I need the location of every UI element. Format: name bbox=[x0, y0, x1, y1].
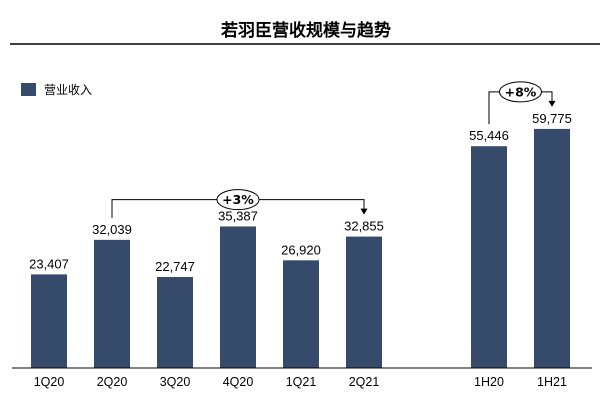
value-label-2Q20: 32,039 bbox=[92, 222, 132, 237]
growth-label-2: +8% bbox=[505, 84, 537, 99]
growth-annotations: +3% +8% bbox=[111, 81, 556, 218]
bar-3Q20 bbox=[157, 277, 193, 368]
growth-arrow-1 bbox=[360, 208, 368, 215]
bar-2Q21 bbox=[346, 236, 382, 368]
bar-2Q20 bbox=[94, 239, 130, 368]
value-label-2Q21: 32,855 bbox=[344, 219, 384, 234]
x-tick-2Q20: 2Q20 bbox=[97, 375, 128, 389]
value-label-1Q20: 23,407 bbox=[29, 256, 69, 271]
x-tick-1Q20: 1Q20 bbox=[34, 375, 65, 389]
x-tick-1H21: 1H21 bbox=[537, 375, 567, 389]
growth-label-1: +3% bbox=[222, 192, 254, 207]
x-tick-2Q21: 2Q21 bbox=[349, 375, 380, 389]
x-tick-1H20: 1H20 bbox=[474, 375, 504, 389]
bar-group: 23,407 1Q20 32,039 2Q20 22,747 3Q20 35,387 4Q20… bbox=[29, 111, 572, 389]
value-label-4Q20: 35,387 bbox=[218, 208, 258, 223]
value-label-1Q21: 26,920 bbox=[281, 242, 321, 257]
bar-1Q21 bbox=[283, 260, 319, 368]
growth-badge-2 bbox=[499, 81, 542, 103]
bar-4Q20 bbox=[220, 226, 256, 368]
legend-label: 营业收入 bbox=[44, 83, 92, 97]
bar-1H21 bbox=[534, 128, 570, 368]
x-tick-3Q20: 3Q20 bbox=[160, 375, 191, 389]
legend-swatch bbox=[21, 83, 36, 96]
bar-1Q20 bbox=[31, 274, 67, 368]
value-label-1H20: 55,446 bbox=[469, 128, 509, 143]
bar-1H20 bbox=[471, 146, 507, 368]
value-label-3Q20: 22,747 bbox=[155, 259, 195, 274]
legend: 营业收入 bbox=[21, 83, 92, 97]
x-tick-4Q20: 4Q20 bbox=[223, 375, 254, 389]
growth-badge-1 bbox=[216, 189, 260, 211]
x-tick-1Q21: 1Q21 bbox=[286, 375, 317, 389]
value-label-1H21: 59,775 bbox=[532, 111, 572, 126]
chart-title: 若羽臣营收规模与趋势 bbox=[220, 20, 391, 41]
growth-arrow-2 bbox=[548, 100, 556, 107]
